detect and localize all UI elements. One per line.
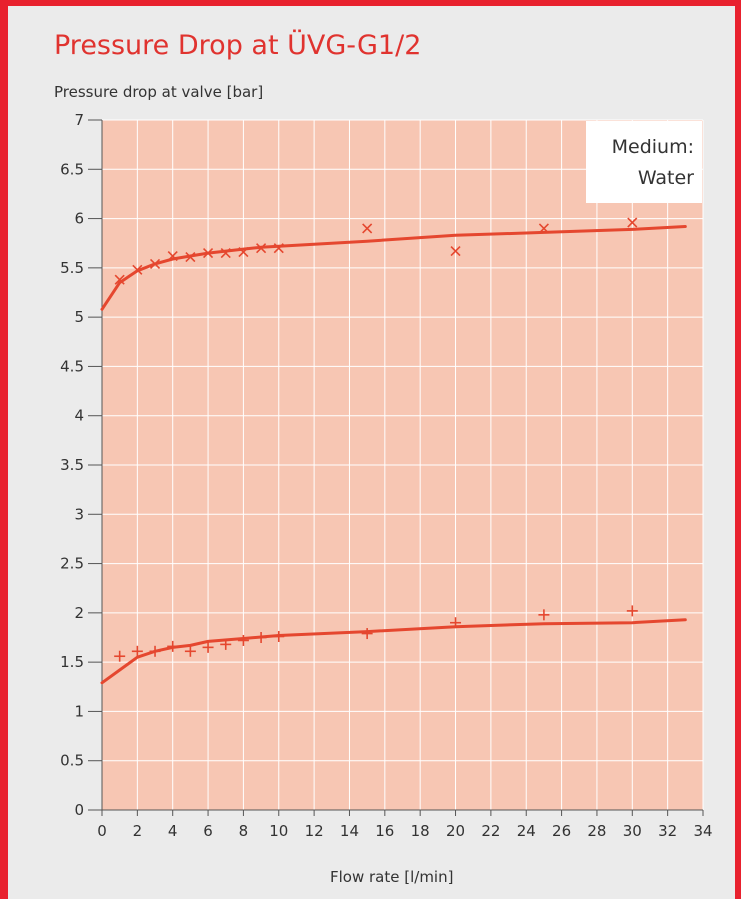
x-marker-point (362, 223, 373, 234)
series-group (100, 217, 687, 685)
x-tick-label: 34 (693, 822, 712, 840)
y-tick-label: 4 (74, 407, 84, 425)
x-marker-point (114, 274, 125, 285)
annotation-line-1: Medium: (612, 136, 694, 158)
y-tick-label: 6.5 (60, 160, 84, 178)
plus-marker-point (114, 650, 126, 662)
y-tick-label: 5.5 (60, 259, 84, 277)
plus-marker-point (626, 605, 638, 617)
plus-marker-point (538, 609, 550, 621)
y-tick-label: 7 (74, 111, 84, 129)
x-tick-label: 10 (269, 822, 288, 840)
x-marker-point (627, 217, 638, 228)
plus-marker-point (220, 638, 232, 650)
x-marker-point (450, 246, 461, 257)
axes: 0 2 4 6 8 10 12 14 16 18 20 22 24 26 28 30 32 3400.511.52… (60, 111, 712, 840)
plus-marker-point (273, 631, 285, 643)
x-marker-point (273, 243, 284, 254)
y-axis-label: Pressure drop at valve [bar] (54, 83, 264, 101)
gridlines (102, 119, 704, 810)
x-marker-point (185, 251, 196, 263)
plus-marker-point (450, 617, 462, 629)
y-tick-label: 3 (74, 505, 84, 523)
plus-marker-point (361, 628, 373, 640)
x-tick-label: 32 (658, 822, 677, 840)
x-tick-label: 14 (340, 822, 359, 840)
y-tick-label: 6 (74, 210, 84, 228)
x-marker-point (167, 250, 178, 262)
x-tick-label: 4 (168, 822, 178, 840)
x-marker-point (238, 247, 249, 258)
annotation-background (586, 121, 702, 203)
y-tick-label: 1 (74, 702, 84, 720)
x-marker-point (132, 264, 143, 275)
x-tick-label: 6 (203, 822, 213, 840)
x-tick-label: 22 (481, 822, 500, 840)
y-tick-label: 0 (74, 801, 84, 819)
x-tick-label: 30 (623, 822, 642, 840)
annotation-line-2: Water (638, 167, 694, 189)
y-tick-label: 0.5 (60, 752, 84, 770)
x-tick-label: 2 (133, 822, 143, 840)
x-marker-point (538, 223, 549, 234)
x-marker-point (256, 243, 267, 254)
y-tick-label: 4.5 (60, 357, 84, 375)
plus-marker-point (255, 632, 267, 643)
x-tick-label: 16 (375, 822, 394, 840)
x-tick-label: 18 (411, 822, 430, 840)
x-axis-label: Flow rate [l/min] (330, 868, 454, 886)
x-tick-label: 0 (97, 822, 107, 840)
trend-line-0 (100, 225, 687, 311)
plus-marker-point (237, 634, 249, 646)
x-tick-label: 26 (552, 822, 571, 840)
x-tick-label: 12 (305, 822, 324, 840)
x-tick-label: 8 (239, 822, 249, 840)
x-tick-label: 24 (517, 822, 536, 840)
y-tick-label: 5 (74, 308, 84, 326)
chart-title: Pressure Drop at ÜVG-G1/2 (54, 30, 422, 61)
plus-marker-point (184, 645, 196, 657)
x-tick-label: 28 (587, 822, 606, 840)
plus-marker-point (149, 645, 161, 657)
x-tick-label: 20 (446, 822, 465, 840)
x-marker-point (202, 248, 214, 259)
y-tick-label: 3.5 (60, 456, 84, 474)
x-marker-point (220, 248, 231, 259)
plus-marker-point (131, 645, 143, 657)
x-marker-point (149, 258, 161, 269)
plus-marker-point (167, 640, 179, 652)
y-tick-label: 1.5 (60, 653, 84, 671)
y-tick-label: 2 (74, 604, 84, 622)
plus-marker-point (202, 641, 214, 653)
annotation-box: Medium: Water (586, 121, 702, 203)
y-tick-label: 2.5 (60, 555, 84, 573)
